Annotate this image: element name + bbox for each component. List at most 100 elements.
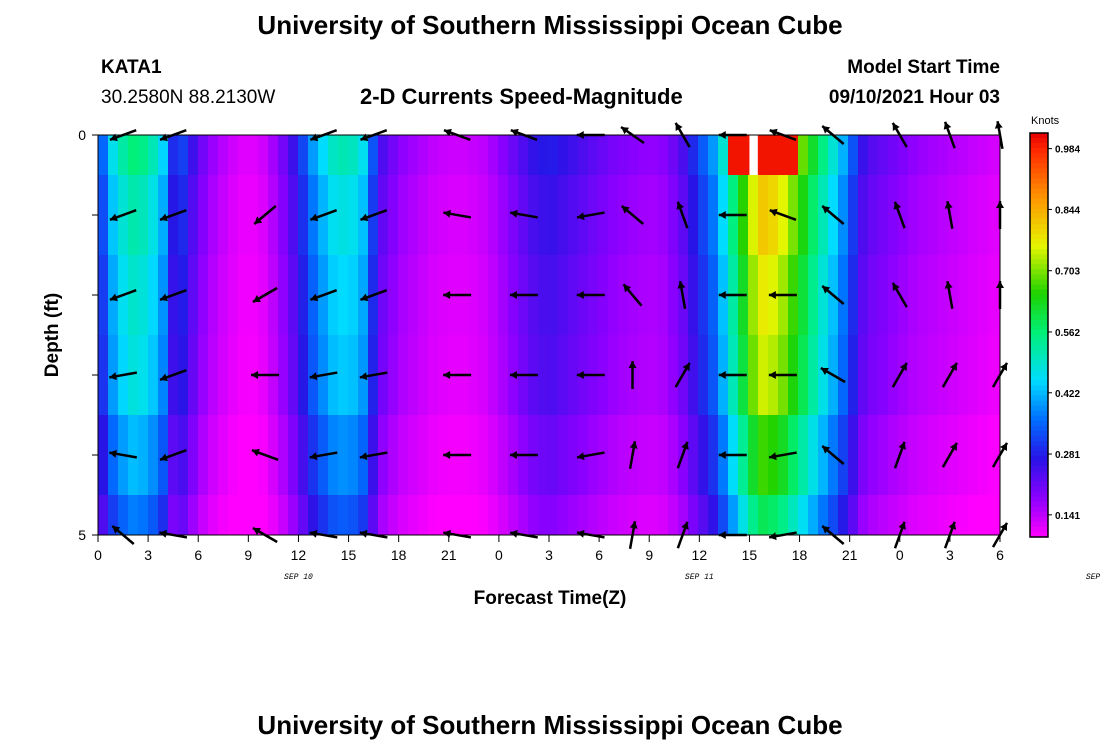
heatmap-cell [858,495,869,536]
heatmap-cell [858,135,869,176]
x-tick-label: 0 [495,547,503,563]
heatmap-cell [148,495,159,536]
heatmap-cell [908,415,919,496]
x-tick-label: 12 [692,547,708,563]
heatmap-cell [418,415,429,496]
heatmap-cell [868,175,879,256]
heatmap-cell [218,175,229,256]
colorbar-tick-label: 0.422 [1055,389,1080,400]
heatmap-cell [388,495,399,536]
heatmap-cell [428,135,439,176]
heatmap-cell [418,495,429,536]
heatmap-cell [888,495,899,536]
colorbar-cell [1030,360,1048,366]
current-vector-arrow [251,448,279,461]
heatmap-cell [748,175,759,256]
heatmap-cell [418,175,429,256]
heatmap-cell [178,495,189,536]
colorbar-cell [1030,319,1048,326]
heatmap-cell [468,255,479,336]
heatmap-cell [248,135,259,176]
colorbar-cell [1030,531,1048,538]
heatmap-cell [838,135,849,176]
heatmap-cell [488,255,499,336]
heatmap-cell [908,135,919,176]
current-vector-arrow [359,371,388,381]
heatmap-cell [878,495,889,536]
heatmap-cell [238,335,249,416]
heatmap-cell [408,495,419,536]
heatmap-cell [548,495,559,536]
heatmap-cell [888,255,899,336]
current-vector-arrow [159,449,187,462]
heatmap-cell [148,255,159,336]
heatmap-cell [438,135,449,176]
current-vector-arrow [821,445,845,465]
heatmap-cell [398,415,409,496]
colorbar-cell [1030,335,1048,341]
heatmap-cell [788,495,799,536]
heatmap-cell [998,135,1001,176]
heatmap-cell [858,415,869,496]
heatmap-cell [388,335,399,416]
heatmap-cell [278,415,289,496]
heatmap-cell [328,175,339,256]
heatmap-cell [848,135,859,176]
heatmap-cell [198,175,209,256]
heatmap-cell [968,415,979,496]
heatmap-cell [838,175,849,256]
current-vector-arrow [677,280,687,310]
heatmap-cell [848,335,859,416]
heatmap-cell [368,495,379,536]
x-tick-label: 21 [441,547,457,563]
heatmap-cell [348,255,359,336]
heatmap-cell [868,335,879,416]
heatmap-cell [808,255,819,336]
heatmap-cell [648,415,659,496]
colorbar-cell [1030,178,1048,185]
x-tick-label: 6 [595,547,603,563]
heatmap-cell [908,335,919,416]
heatmap-cell [928,415,939,496]
heatmap-cell [488,175,499,256]
heatmap-cell [188,255,199,336]
heatmap-cell [258,495,269,536]
colorbar-cell [1030,506,1048,513]
heatmap-cell [428,175,439,256]
y-tick-label: 5 [78,527,86,543]
heatmap-cell [938,495,949,536]
current-vector-arrow [622,283,643,307]
heatmap-cell [338,175,349,256]
heatmap-cell [128,335,139,416]
colorbar-cell [1030,254,1048,260]
heatmap-cell [548,335,559,416]
heatmap-cell [978,255,989,336]
heatmap-cell [408,135,419,176]
heatmap-cell [798,495,809,536]
heatmap-cell [328,135,339,176]
heatmap-cell [938,135,949,176]
heatmap-cell [308,255,319,336]
heatmap-cell [808,135,819,176]
colorbar-cell [1030,501,1048,508]
heatmap-cell [748,255,759,336]
heatmap-cell [568,175,579,256]
heatmap-cell [858,175,869,256]
x-tick-label: 9 [645,547,653,563]
heatmap-cell [618,495,629,536]
colorbar-cell [1030,365,1048,371]
current-vector-arrow [944,280,954,310]
current-vector-arrow [941,362,958,388]
heatmap-cell [128,175,139,256]
heatmap-cell [768,495,779,536]
heatmap-cell [348,175,359,256]
colorbar-cell [1030,340,1048,346]
heatmap-cell [268,255,279,336]
heatmap-cell [498,135,509,176]
heatmap-cell [758,135,769,176]
heatmap-cell [798,255,809,336]
heatmap-cell [158,135,169,176]
heatmap-cell [908,175,919,256]
heatmap-cell [178,175,189,256]
current-vector-arrow [443,209,472,219]
